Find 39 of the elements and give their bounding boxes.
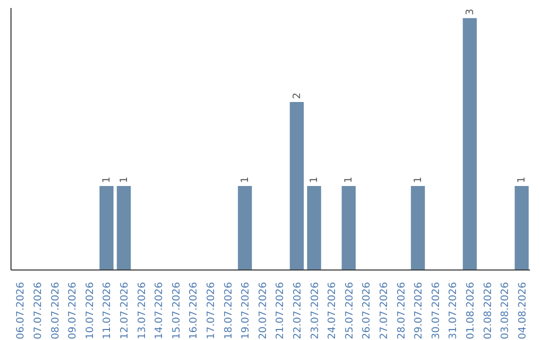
data-label: 3 — [464, 8, 476, 16]
data-label: 1 — [344, 176, 355, 184]
x-tick-label: 07.07.2026 — [32, 282, 44, 340]
x-tick-label: 01.08.2026 — [465, 282, 476, 340]
x-tick-label: 06.07.2026 — [16, 282, 27, 340]
x-tick-label: 19.07.2026 — [240, 282, 252, 340]
x-tick-label: 02.08.2026 — [482, 282, 494, 340]
x-tick-label: 22.07.2026 — [292, 282, 304, 340]
data-label: 1 — [118, 176, 130, 184]
x-tick-label: 04.08.2026 — [517, 282, 528, 340]
data-label: 2 — [292, 92, 303, 100]
x-tick-label: 24.07.2026 — [327, 282, 338, 340]
x-tick-label: 21.07.2026 — [275, 282, 286, 340]
x-tick-label: 16.07.2026 — [188, 282, 200, 340]
x-tick-label: 09.07.2026 — [68, 282, 79, 340]
x-tick-label: 17.07.2026 — [206, 282, 217, 340]
data-label: 1 — [412, 176, 424, 184]
x-tick-label: 15.07.2026 — [171, 282, 182, 340]
x-tick-label: 14.07.2026 — [154, 282, 166, 340]
data-label: 1 — [309, 176, 320, 184]
x-tick-label: 23.07.2026 — [310, 282, 321, 340]
x-tick-label: 30.07.2026 — [430, 282, 442, 340]
x-tick-label: 25.07.2026 — [344, 282, 356, 340]
x-tick-label: 28.07.2026 — [396, 282, 408, 340]
x-tick-label: 12.07.2026 — [119, 282, 130, 340]
data-label: 1 — [240, 176, 251, 184]
x-tick-label: 29.07.2026 — [414, 282, 425, 340]
x-tick-label: 10.07.2026 — [84, 282, 96, 340]
x-tick-label: 11.07.2026 — [102, 282, 114, 340]
x-tick-label: 20.07.2026 — [258, 282, 269, 340]
x-tick-label: 13.07.2026 — [136, 282, 148, 340]
data-label: 1 — [516, 176, 528, 184]
x-tick-label: 08.07.2026 — [50, 282, 62, 340]
x-tick-label: 18.07.2026 — [223, 282, 234, 340]
data-label: 1 — [102, 176, 112, 184]
x-tick-label: 27.07.2026 — [378, 282, 390, 340]
x-tick-label: 31.07.2026 — [448, 282, 460, 340]
x-tick-label: 03.08.2026 — [500, 282, 512, 340]
x-tick-label: 26.07.2026 — [362, 282, 373, 340]
